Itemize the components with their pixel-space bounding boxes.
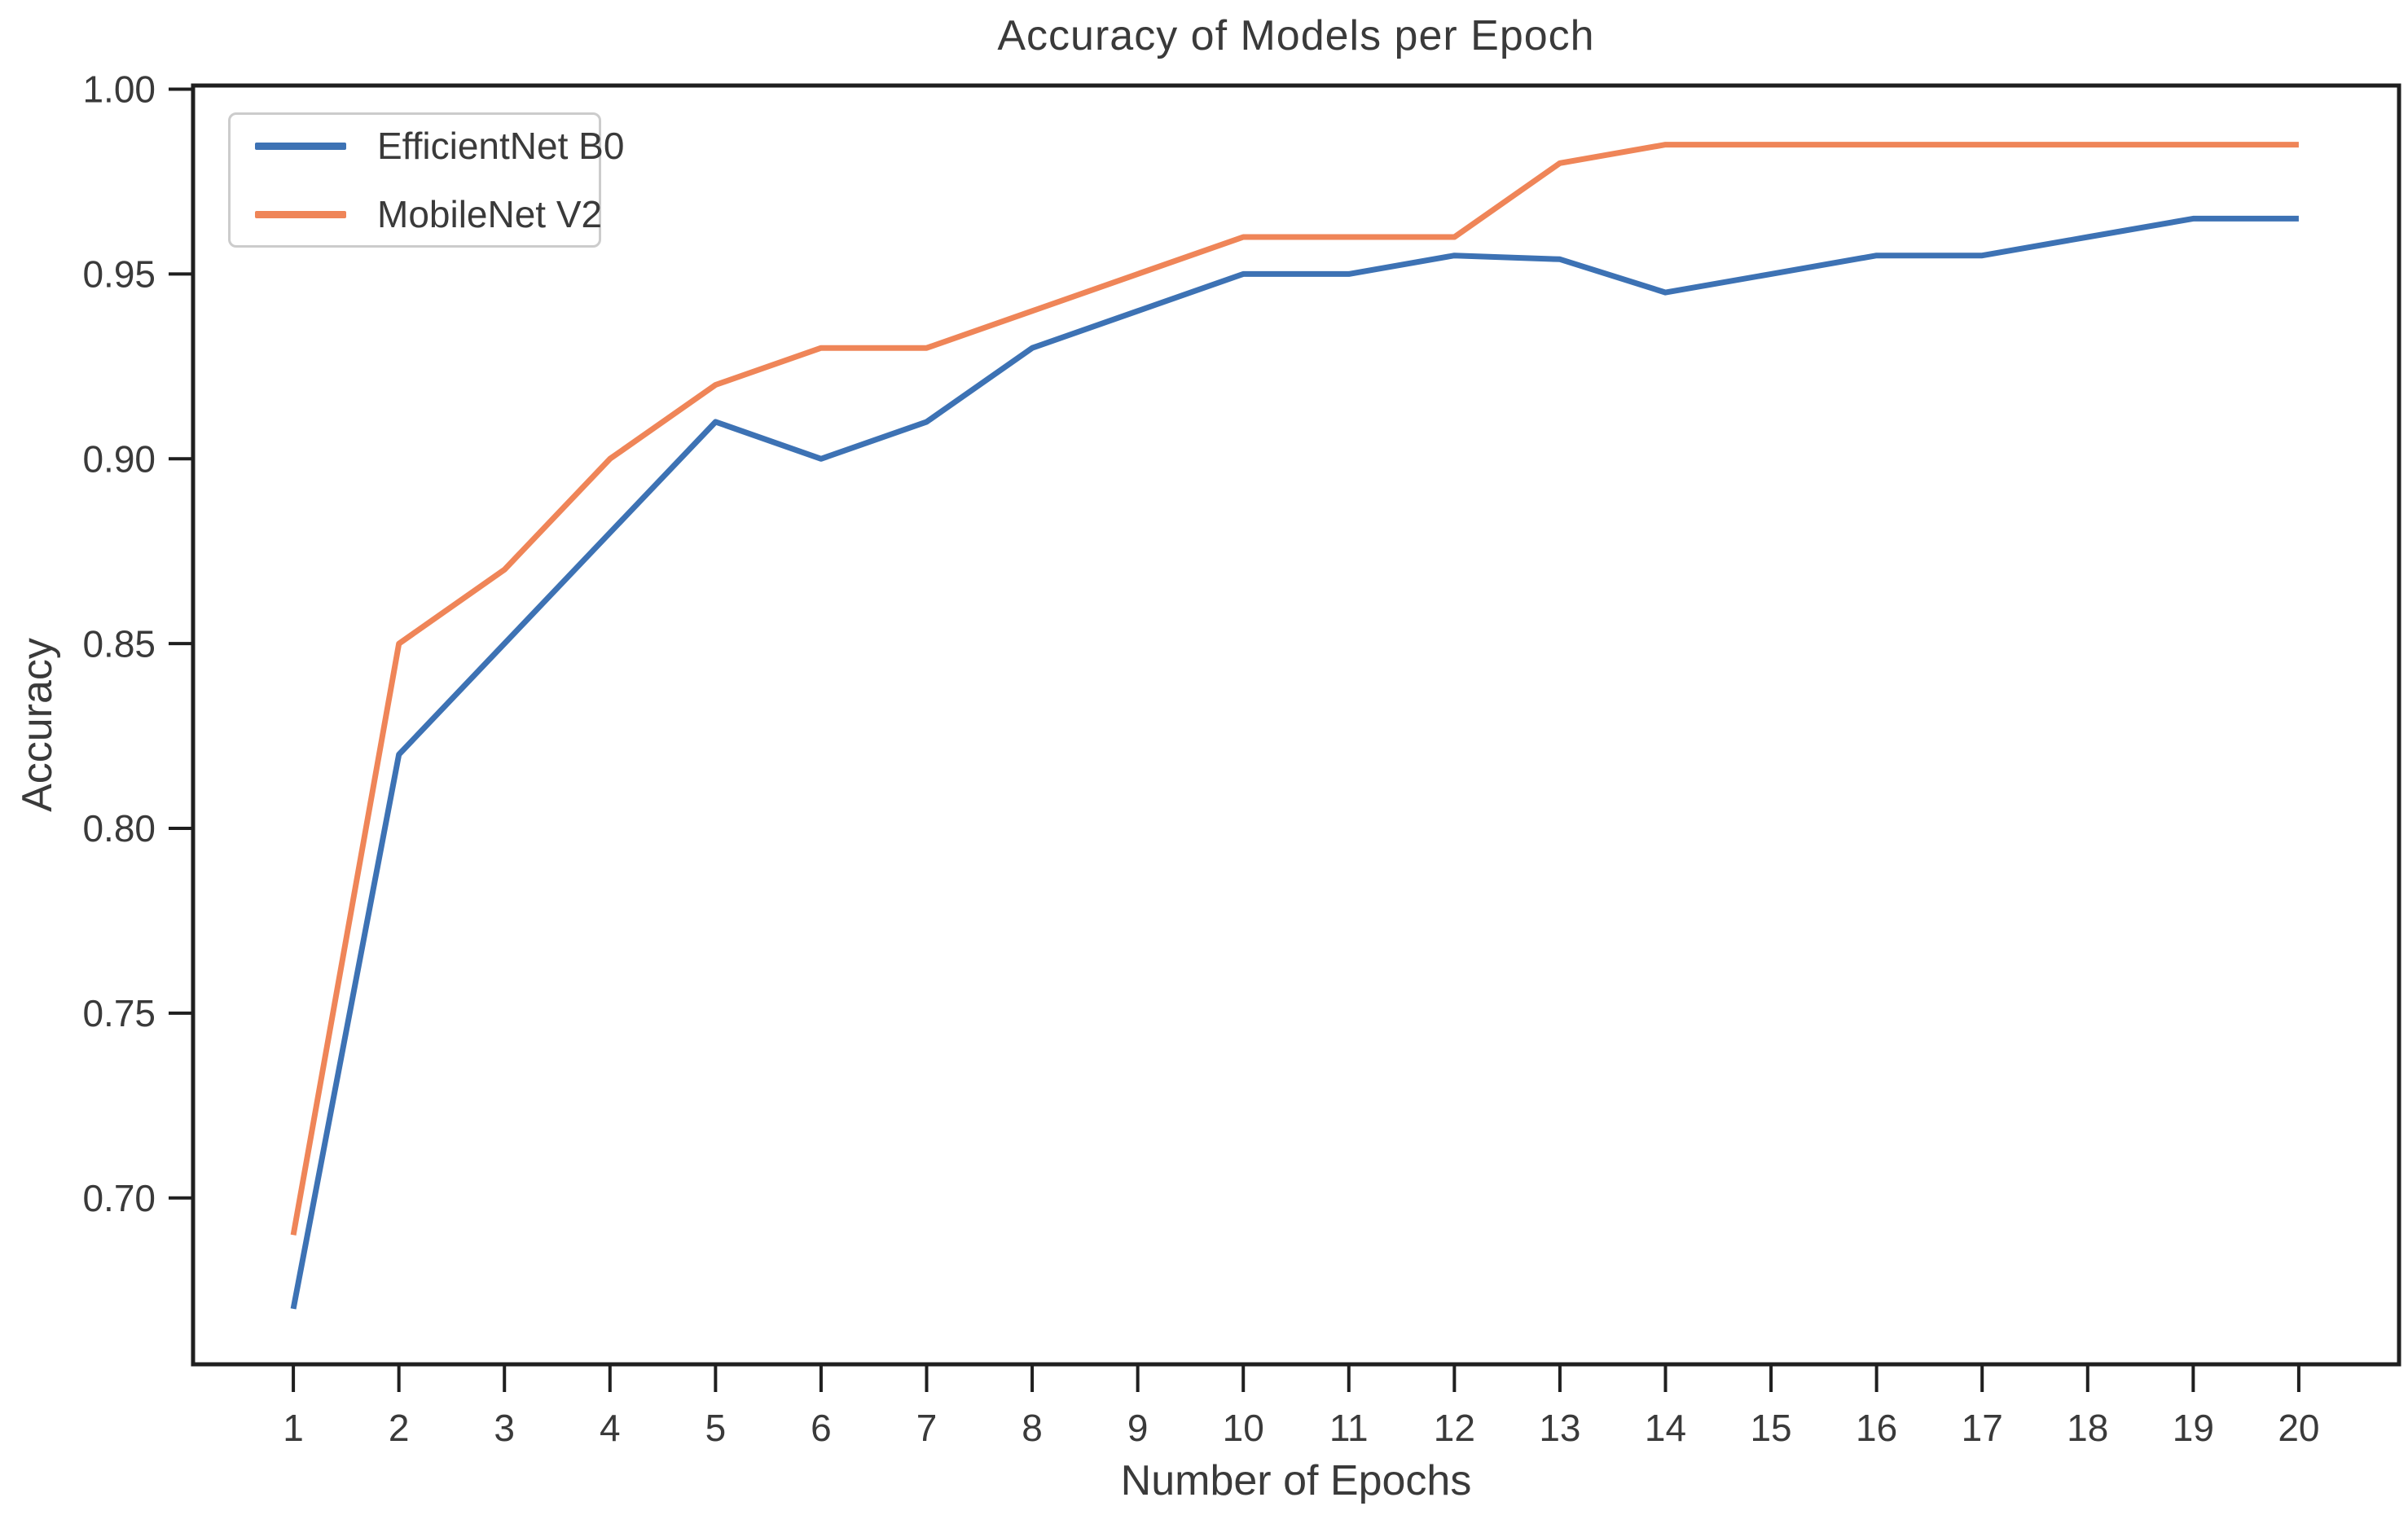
x-tick-label: 1 (283, 1407, 304, 1449)
x-tick-label: 2 (389, 1407, 410, 1449)
legend: EfficientNet B0 MobileNet V2 (228, 112, 624, 248)
x-tick-label: 13 (1539, 1407, 1580, 1449)
x-tick-label: 6 (811, 1407, 832, 1449)
x-tick-label: 8 (1022, 1407, 1043, 1449)
x-tick-label: 14 (1645, 1407, 1686, 1449)
x-tick-label: 17 (1962, 1407, 2003, 1449)
y-tick-label: 0.85 (82, 622, 156, 665)
x-tick-label: 18 (2067, 1407, 2108, 1449)
y-tick-label: 0.75 (82, 992, 156, 1034)
series-line-efficientnet-b0 (290, 215, 2299, 1310)
legend-line-swatch-efficientnet (255, 142, 346, 150)
x-tick-label: 16 (1856, 1407, 1897, 1449)
x-tick-label: 19 (2173, 1407, 2214, 1449)
y-tick-label: 1.00 (82, 68, 156, 111)
legend-label-mobilenet: MobileNet V2 (377, 193, 603, 235)
legend-label-efficientnet: EfficientNet B0 (377, 125, 625, 167)
y-tick-label: 0.95 (82, 253, 156, 296)
chart-title: Accuracy of Models per Epoch (997, 12, 1595, 59)
x-tick-label: 5 (705, 1407, 727, 1449)
axes-box (191, 83, 2401, 1367)
x-tick-label: 9 (1127, 1407, 1149, 1449)
x-tick-label: 15 (1750, 1407, 1791, 1449)
x-tick-label: 10 (1223, 1407, 1264, 1449)
legend-line-swatch-mobilenet (255, 210, 346, 218)
legend-item-mobilenet-v2: MobileNet V2 (255, 192, 603, 236)
x-axis-label: Number of Epochs (1120, 1457, 1472, 1504)
x-tick-label: 7 (916, 1407, 938, 1449)
x-tick-label: 12 (1434, 1407, 1475, 1449)
x-tick-label: 3 (494, 1407, 515, 1449)
series-line-mobilenet-v2 (290, 142, 2299, 1236)
x-tick-label: 20 (2278, 1407, 2319, 1449)
y-tick-label: 0.90 (82, 437, 156, 480)
x-tick-label: 4 (600, 1407, 621, 1449)
legend-item-efficientnet-b0: EfficientNet B0 (255, 124, 624, 168)
x-tick-label: 11 (1329, 1407, 1369, 1449)
y-tick-label: 0.70 (82, 1177, 156, 1219)
y-tick-label: 0.80 (82, 807, 156, 850)
